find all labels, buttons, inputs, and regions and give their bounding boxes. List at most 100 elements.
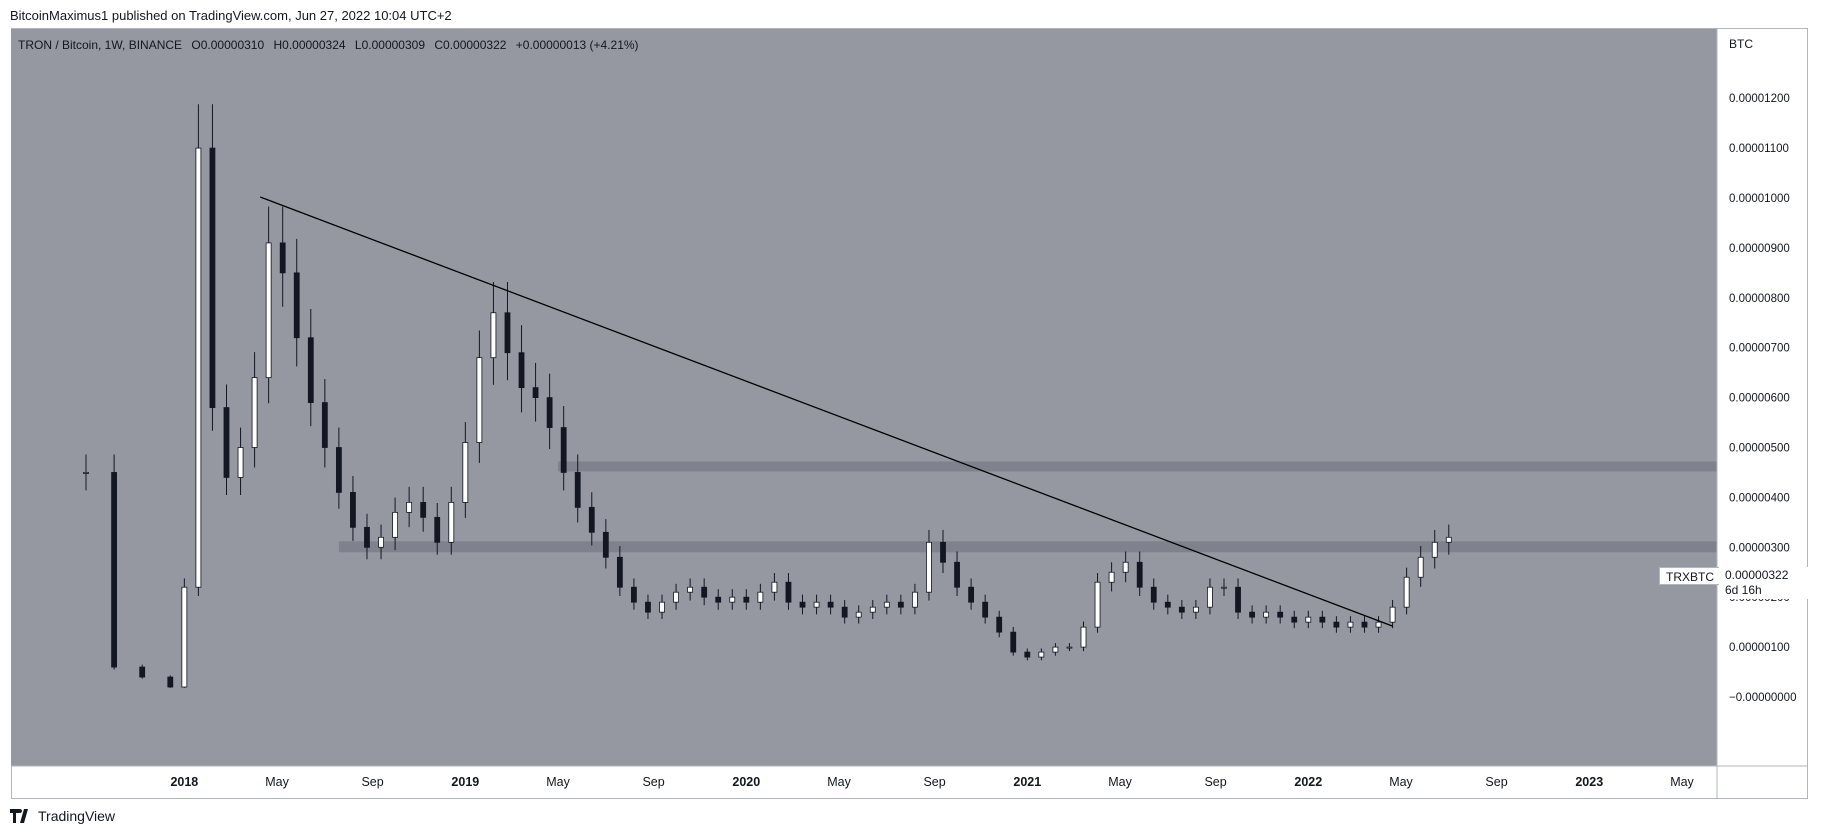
candle	[771, 581, 778, 593]
candle	[364, 526, 370, 548]
candle	[406, 501, 413, 513]
candle	[434, 516, 441, 543]
candle	[659, 601, 665, 613]
x-tick-label: May	[1389, 775, 1413, 789]
candle	[1263, 611, 1270, 618]
candle	[1291, 616, 1298, 623]
candle	[1417, 556, 1424, 578]
candle	[83, 472, 89, 474]
candle	[1052, 646, 1059, 653]
candle	[1221, 586, 1227, 589]
footer-brand: TradingView	[38, 808, 116, 824]
candle	[701, 586, 708, 598]
footer-logo[interactable]: TradingView	[10, 808, 115, 824]
candle	[392, 511, 398, 538]
candle	[293, 272, 300, 339]
candle	[546, 397, 553, 428]
close-label: C	[434, 38, 444, 52]
low-value: 0.00000309	[361, 38, 425, 52]
x-tick-label: May	[827, 775, 851, 789]
close-value: 0.00000322	[443, 38, 507, 52]
candle	[1178, 606, 1185, 613]
symbol-legend: TRON / Bitcoin, 1W, BINANCE O0.00000310 …	[18, 38, 639, 52]
bar-countdown: 6d 16h	[1725, 583, 1762, 597]
candle	[504, 312, 511, 354]
candle	[1010, 631, 1017, 653]
horizontal-zone-1[interactable]	[338, 541, 1717, 553]
x-tick-label: Sep	[642, 775, 664, 789]
candle	[1403, 576, 1410, 608]
candle	[785, 581, 792, 603]
candle	[378, 536, 384, 548]
y-tick-label: 0.00000900	[1729, 243, 1790, 255]
candle	[1445, 536, 1452, 543]
horizontal-zones	[338, 461, 1717, 553]
high-label: H	[273, 38, 283, 52]
y-tick-label: 0.00000700	[1729, 343, 1790, 355]
candle	[532, 387, 539, 398]
x-tick-label: May	[1670, 775, 1694, 789]
candle	[1235, 586, 1241, 613]
candle	[1136, 561, 1143, 588]
y-tick-label: −0.00000000	[1729, 692, 1796, 704]
change-value: +0.00000013 (+4.21%)	[515, 38, 639, 52]
x-tick-label: 2021	[1013, 775, 1041, 789]
ticker-tag: TRXBTC	[1659, 567, 1721, 585]
candle	[912, 591, 918, 608]
candle	[673, 591, 679, 603]
x-tick-label: Sep	[1204, 775, 1226, 789]
candle	[996, 616, 1003, 633]
candle	[799, 601, 806, 608]
candle	[490, 312, 497, 359]
open-value: 0.00000310	[200, 38, 265, 52]
candle	[167, 676, 174, 688]
candle	[841, 606, 848, 618]
x-tick-label: 2019	[451, 775, 479, 789]
y-tick-label: 0.00001100	[1729, 143, 1789, 155]
candle	[1150, 586, 1157, 603]
high-value: 0.00000324	[282, 38, 346, 52]
x-tick-label: 2023	[1575, 775, 1603, 789]
candle	[687, 586, 694, 593]
x-tick-label: 2020	[732, 775, 760, 789]
descending-trendline[interactable]	[259, 196, 1393, 627]
y-tick-label: 0.00001200	[1729, 93, 1790, 105]
candle	[588, 506, 595, 533]
y-axis-ticks: 0.00001200 0.00001100 0.00001000 0.00000900…	[1729, 93, 1796, 704]
candle	[237, 447, 244, 478]
candle	[335, 447, 342, 493]
candle	[321, 402, 328, 448]
candle	[279, 242, 286, 274]
candle	[420, 501, 427, 518]
candle	[307, 337, 314, 403]
candle	[1319, 616, 1326, 623]
open-label: O	[191, 38, 201, 52]
currency-label: BTC	[1729, 37, 1753, 51]
candle	[209, 147, 216, 408]
plot-background	[11, 29, 1717, 766]
x-tick-label: Sep	[361, 775, 383, 789]
candle	[1164, 601, 1171, 608]
candle	[195, 147, 202, 588]
y-tick-label: 0.00000500	[1729, 443, 1790, 455]
x-tick-label: 2018	[170, 775, 198, 789]
x-tick-label: May	[265, 775, 289, 789]
candle	[645, 601, 651, 613]
candle	[940, 541, 946, 563]
candle	[743, 596, 750, 603]
candle	[926, 541, 932, 593]
candle	[1024, 651, 1031, 658]
candle	[448, 501, 455, 543]
candle	[715, 596, 722, 603]
candle	[1361, 621, 1368, 628]
x-axis-ticks: 2018 May Sep 2019 May Sep 2020 May Sep 2021 May Sep…	[170, 775, 1694, 789]
candle	[139, 666, 146, 678]
candle	[1108, 571, 1115, 583]
candle	[616, 556, 623, 588]
candle	[1333, 621, 1340, 628]
candle	[1066, 646, 1073, 649]
horizontal-zone-0[interactable]	[558, 461, 1717, 472]
candle	[1375, 621, 1382, 628]
candle	[729, 596, 736, 603]
